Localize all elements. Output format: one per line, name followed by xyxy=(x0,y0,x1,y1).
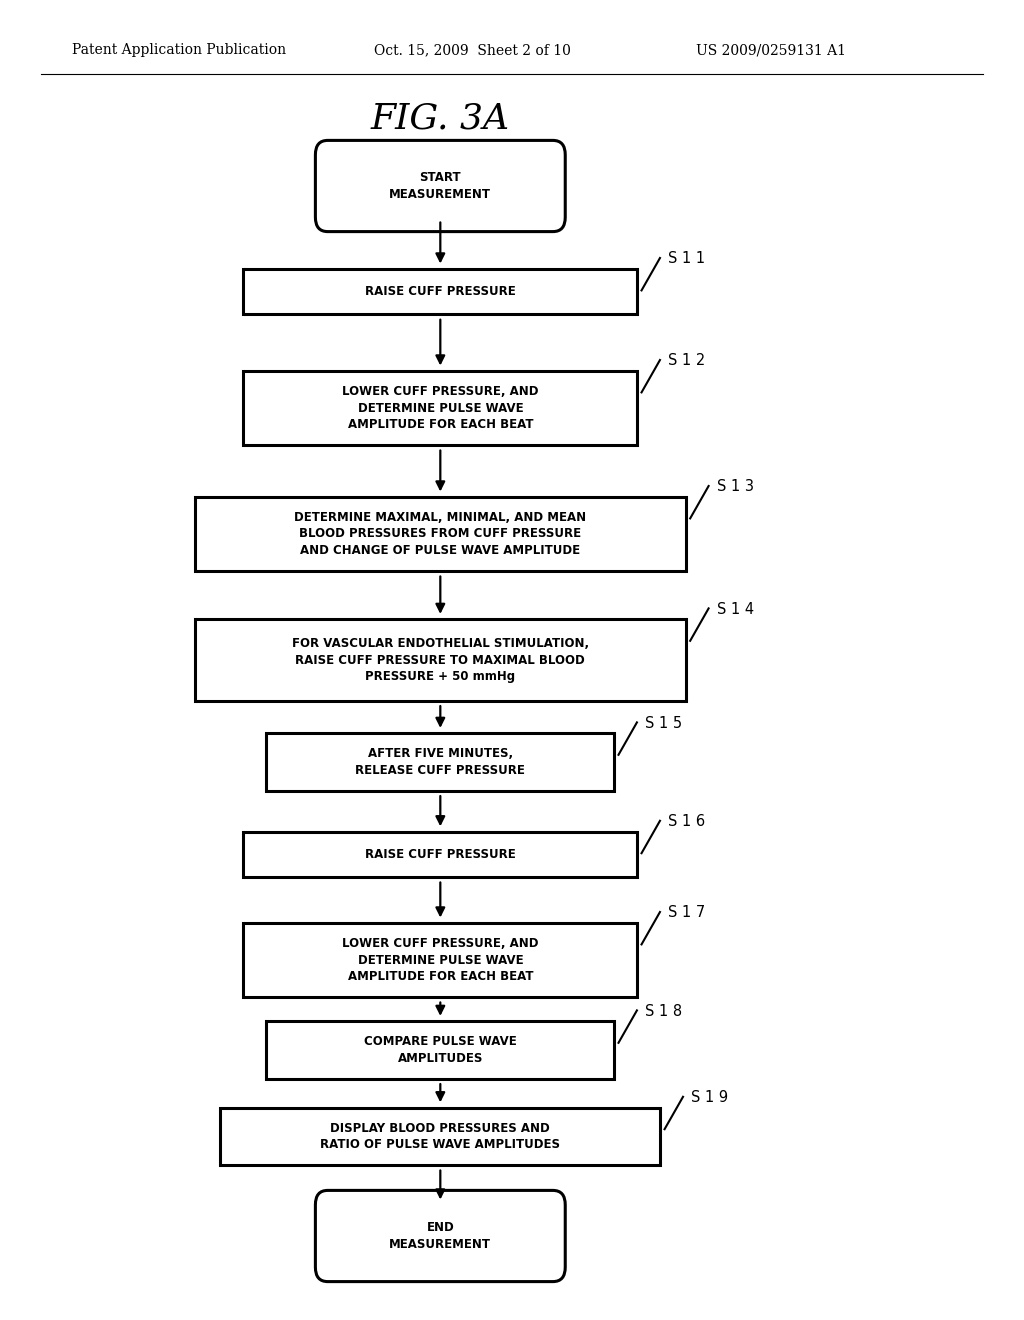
Text: END
MEASUREMENT: END MEASUREMENT xyxy=(389,1221,492,1251)
Bar xyxy=(266,733,614,791)
Text: S 1 6: S 1 6 xyxy=(669,814,706,829)
Text: DISPLAY BLOOD PRESSURES AND
RATIO OF PULSE WAVE AMPLITUDES: DISPLAY BLOOD PRESSURES AND RATIO OF PUL… xyxy=(321,1122,560,1151)
Bar xyxy=(266,1022,614,1078)
Text: S 1 3: S 1 3 xyxy=(717,479,754,495)
Text: FIG. 3A: FIG. 3A xyxy=(371,102,510,136)
Bar xyxy=(195,619,686,701)
Bar xyxy=(244,832,637,878)
Text: FOR VASCULAR ENDOTHELIAL STIMULATION,
RAISE CUFF PRESSURE TO MAXIMAL BLOOD
PRESS: FOR VASCULAR ENDOTHELIAL STIMULATION, RA… xyxy=(292,638,589,682)
Bar xyxy=(220,1107,660,1166)
Text: S 1 7: S 1 7 xyxy=(669,906,706,920)
Text: S 1 1: S 1 1 xyxy=(669,251,706,267)
Text: Oct. 15, 2009  Sheet 2 of 10: Oct. 15, 2009 Sheet 2 of 10 xyxy=(374,44,570,57)
Text: Patent Application Publication: Patent Application Publication xyxy=(72,44,286,57)
Text: S 1 4: S 1 4 xyxy=(717,602,754,616)
FancyBboxPatch shape xyxy=(315,140,565,231)
Text: S 1 2: S 1 2 xyxy=(669,354,706,368)
Text: US 2009/0259131 A1: US 2009/0259131 A1 xyxy=(696,44,846,57)
Text: RAISE CUFF PRESSURE: RAISE CUFF PRESSURE xyxy=(365,285,516,298)
Text: COMPARE PULSE WAVE
AMPLITUDES: COMPARE PULSE WAVE AMPLITUDES xyxy=(364,1035,517,1065)
Text: S 1 5: S 1 5 xyxy=(645,715,682,731)
Bar xyxy=(244,923,637,997)
Text: DETERMINE MAXIMAL, MINIMAL, AND MEAN
BLOOD PRESSURES FROM CUFF PRESSURE
AND CHAN: DETERMINE MAXIMAL, MINIMAL, AND MEAN BLO… xyxy=(294,511,587,557)
Bar xyxy=(244,371,637,445)
Bar xyxy=(244,269,637,314)
Text: START
MEASUREMENT: START MEASUREMENT xyxy=(389,172,492,201)
FancyBboxPatch shape xyxy=(315,1191,565,1282)
Text: S 1 9: S 1 9 xyxy=(691,1090,728,1105)
Text: S 1 8: S 1 8 xyxy=(645,1003,682,1019)
Bar xyxy=(195,496,686,572)
Text: RAISE CUFF PRESSURE: RAISE CUFF PRESSURE xyxy=(365,847,516,861)
Text: LOWER CUFF PRESSURE, AND
DETERMINE PULSE WAVE
AMPLITUDE FOR EACH BEAT: LOWER CUFF PRESSURE, AND DETERMINE PULSE… xyxy=(342,937,539,983)
Text: AFTER FIVE MINUTES,
RELEASE CUFF PRESSURE: AFTER FIVE MINUTES, RELEASE CUFF PRESSUR… xyxy=(355,747,525,776)
Text: LOWER CUFF PRESSURE, AND
DETERMINE PULSE WAVE
AMPLITUDE FOR EACH BEAT: LOWER CUFF PRESSURE, AND DETERMINE PULSE… xyxy=(342,385,539,432)
